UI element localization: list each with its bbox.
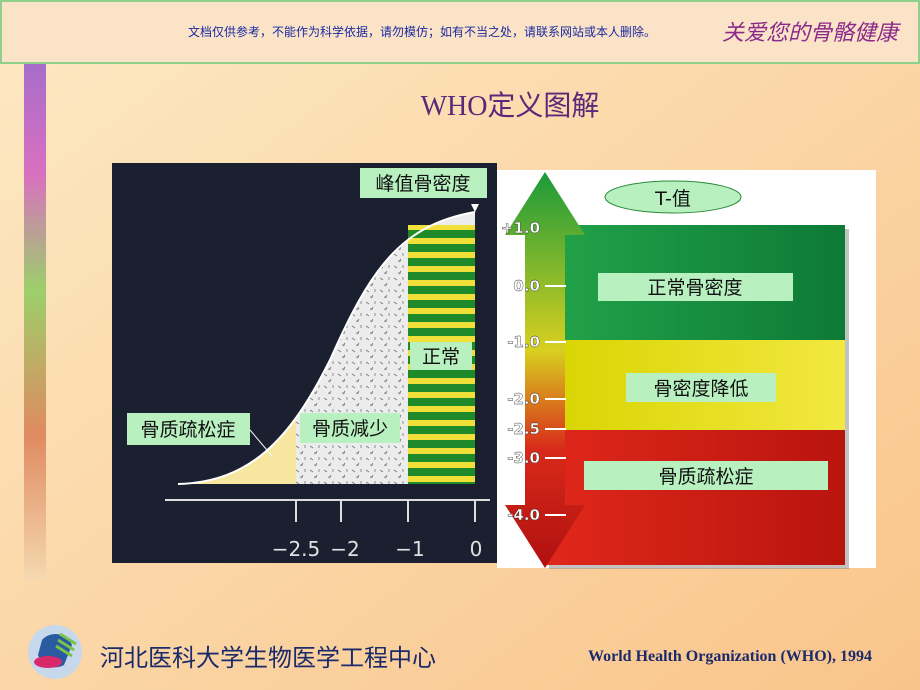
t-tick: -3.0 [507, 449, 540, 467]
slide-title: WHO定义图解 [421, 90, 600, 122]
banner-slogan: 关爱您的骨骼健康 [722, 20, 902, 45]
axis-label: −2 [330, 537, 359, 561]
osteopenia-label: 骨质减少 [312, 418, 388, 440]
t-header: T-值 [654, 188, 691, 210]
axis-label: 0 [470, 537, 483, 561]
banner-notice: 文档仅供参考，不能作为科学依据，请勿模仿；如有不当之处，请联系网站或本人删除。 [188, 24, 656, 39]
peak-label: 峰值骨密度 [375, 173, 470, 195]
normal-label: 正常 [422, 346, 460, 368]
t-tick: -2.5 [507, 420, 540, 438]
institution: 河北医科大学生物医学工程中心 [100, 645, 436, 672]
t-tick: -4.0 [507, 506, 540, 524]
source: World Health Organization (WHO), 1994 [588, 648, 872, 665]
zone-label: 骨密度降低 [653, 378, 748, 400]
t-tick: +1.0 [501, 219, 540, 237]
zone-label: 骨质疏松症 [658, 466, 753, 488]
decor-strip [24, 0, 46, 580]
zone-label: 正常骨密度 [647, 277, 742, 299]
axis-label: −2.5 [272, 537, 321, 561]
osteoporosis-label: 骨质疏松症 [140, 419, 235, 441]
axis-label: −1 [395, 537, 424, 561]
t-tick: 0.0 [513, 277, 540, 295]
t-tick: -1.0 [507, 333, 540, 351]
t-panel: T-值 +1.0 0.0 -1.0 -2.0 -2.5 -3.0 -4.0 正常… [497, 170, 876, 569]
curve-panel: −2.5 −2 −1 0 峰值骨密度 正常 骨质疏松症 骨质减少 [112, 163, 497, 563]
banner [0, 0, 920, 64]
logo [28, 625, 82, 679]
t-tick: -2.0 [507, 390, 540, 408]
